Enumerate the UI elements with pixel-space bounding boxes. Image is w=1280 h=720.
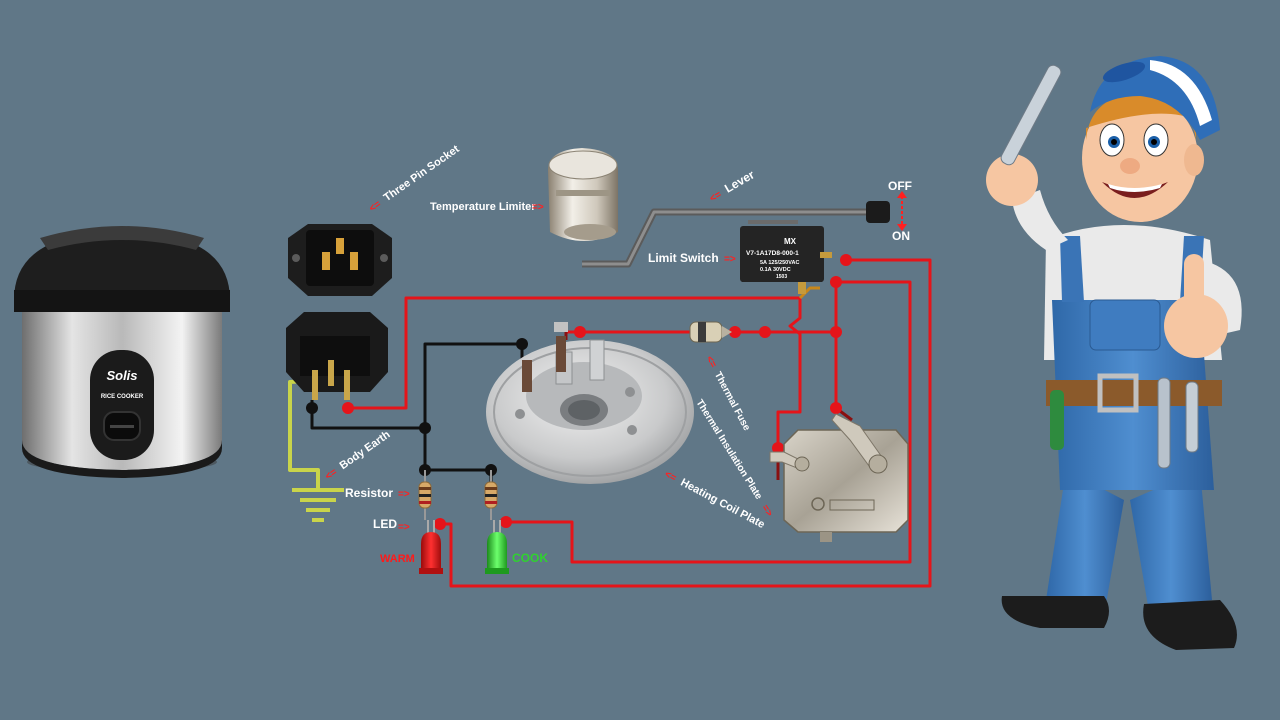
red-junction <box>759 326 771 338</box>
label-resistor: Resistor <box>345 486 393 500</box>
three-pin-socket <box>288 224 392 296</box>
switch-model-text: V7-1A17D8-000-1 <box>746 250 799 257</box>
live-wire-socket <box>348 296 802 448</box>
resistor-warm <box>418 470 432 520</box>
thermal-fuse <box>689 321 732 343</box>
arrow-temperature-limiter: => <box>532 202 544 213</box>
red-junction <box>574 326 586 338</box>
temperature-limiter <box>548 148 618 241</box>
switch-rating-text: 5A 125/250VAC <box>760 260 799 266</box>
live-wire-warm <box>440 258 932 588</box>
red-junction <box>830 326 842 338</box>
arrow-thermal-fuse: <= <box>703 354 718 370</box>
off-on-indicator <box>897 191 907 231</box>
raised-hand <box>986 154 1038 206</box>
label-off: OFF <box>888 179 912 193</box>
black-junction <box>306 402 318 414</box>
arrow-body-earth: <= <box>323 467 339 483</box>
screwdriver-icon <box>1050 390 1064 450</box>
label-led: LED <box>373 517 397 531</box>
switch-code-text: 1503 <box>776 274 787 280</box>
thermal-insulation-plate <box>769 413 909 542</box>
junction-dots <box>306 254 852 530</box>
label-on: ON <box>892 229 910 243</box>
red-junction <box>342 402 354 414</box>
red-junction <box>434 518 446 530</box>
thumbs-up-hand <box>1164 294 1228 358</box>
lever <box>582 201 890 268</box>
neutral-wire-plate <box>423 342 524 428</box>
right-shoe <box>1143 600 1237 650</box>
screwdriver-handheld-icon <box>1000 64 1062 166</box>
label-cook: COOK <box>512 551 548 565</box>
red-junction <box>840 254 852 266</box>
switch-rating-text-2: 0.1A 30VDC <box>760 267 791 273</box>
rice-cooker-brand-logo: Solis <box>106 368 137 383</box>
rice-cooker: Solis RICE COOKER <box>14 226 230 478</box>
arrow-lever: <= <box>708 189 724 204</box>
arrow-resistor: => <box>398 489 410 500</box>
red-junction <box>729 326 741 338</box>
label-temperature-limiter: Temperature Limiter <box>430 201 536 213</box>
label-body-earth: Body Earth <box>338 428 393 472</box>
mechanic-cartoon <box>986 56 1242 650</box>
cook-led <box>485 520 509 574</box>
left-shoe <box>1001 596 1109 628</box>
socket-back <box>286 312 388 400</box>
rice-cooker-model-text: RICE COOKER <box>101 394 144 400</box>
limit-switch: MX V7-1A17D8-000-1 5A 125/250VAC 0.1A 30… <box>740 220 832 294</box>
switch-lead <box>798 286 820 300</box>
earth-ground-symbol <box>292 488 344 522</box>
label-lever: Lever <box>722 167 757 195</box>
red-junction <box>772 442 784 454</box>
wrench-icon <box>1157 377 1171 469</box>
black-junction <box>516 338 528 350</box>
resistor-cook <box>484 470 498 520</box>
red-junction <box>500 516 512 528</box>
arrow-three-pin-socket: <= <box>367 199 383 215</box>
control-panel <box>90 350 154 460</box>
label-limit-switch: Limit Switch <box>648 251 719 265</box>
neutral-wire-socket <box>310 400 427 470</box>
black-junction <box>419 422 431 434</box>
arrow-thermal-insulation-plate: => <box>759 503 775 519</box>
label-warm: WARM <box>380 553 415 565</box>
red-junction <box>830 402 842 414</box>
arrow-led: => <box>398 522 410 533</box>
red-junction <box>830 276 842 288</box>
warm-led <box>419 520 443 574</box>
switch-brand-text: MX <box>784 237 797 246</box>
heating-coil-plate <box>486 322 694 484</box>
arrow-limit-switch: => <box>724 254 736 265</box>
lever-knob <box>866 201 890 223</box>
neutral-wire-resistors <box>425 468 493 482</box>
label-three-pin-socket: Three Pin Socket <box>382 143 462 204</box>
arrow-heating-coil-plate: <= <box>663 469 679 484</box>
